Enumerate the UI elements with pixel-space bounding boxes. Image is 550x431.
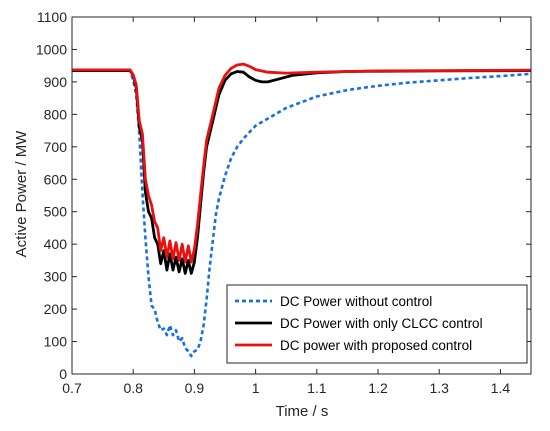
- x-tick-label: 0.8: [123, 380, 143, 396]
- legend-label-1: DC Power without control: [280, 294, 432, 309]
- y-tick-label: 700: [44, 139, 68, 155]
- y-tick-label: 100: [44, 334, 68, 350]
- y-tick-label: 600: [44, 171, 68, 187]
- series-layer: [72, 62, 531, 358]
- y-tick-label: 200: [44, 301, 68, 317]
- axes-layer: 0.7 0.8 0.9 1 1.1 1.2 1.3 1.4 0 100 200 300 400 500 60…: [36, 9, 532, 396]
- x-tick-label: 1.1: [307, 380, 327, 396]
- x-tick-label: 1.4: [491, 380, 511, 396]
- y-tick-label: 800: [44, 106, 68, 122]
- y-tick-label: 1100: [37, 9, 67, 25]
- legend-box: [226, 284, 528, 364]
- x-tick-label: 1: [252, 380, 260, 396]
- series-line-3: [72, 62, 531, 264]
- x-axis-title: Time / s: [276, 403, 329, 420]
- y-tick-label: 900: [44, 74, 68, 90]
- x-tick-label: 1.3: [429, 380, 449, 396]
- y-tick-label: 500: [44, 204, 68, 220]
- series-line-1: [72, 69, 531, 358]
- y-tick-label: 300: [44, 269, 68, 285]
- series-line-2: [72, 69, 531, 275]
- x-tick-label: 1.2: [368, 380, 388, 396]
- plot-frame: [71, 16, 532, 375]
- legend: DC Power without control DC Power with on…: [226, 284, 528, 364]
- x-tick-label: 0.7: [62, 380, 82, 396]
- y-tick-label: 0: [59, 366, 67, 382]
- legend-label-3: DC power with proposed control: [280, 338, 472, 353]
- y-tick-label: 400: [44, 236, 68, 252]
- y-tick-label: 1000: [36, 41, 67, 57]
- legend-label-2: DC Power with only CLCC control: [280, 316, 483, 331]
- x-tick-label: 0.9: [185, 380, 205, 396]
- y-axis-title: Active Power / MW: [13, 130, 30, 258]
